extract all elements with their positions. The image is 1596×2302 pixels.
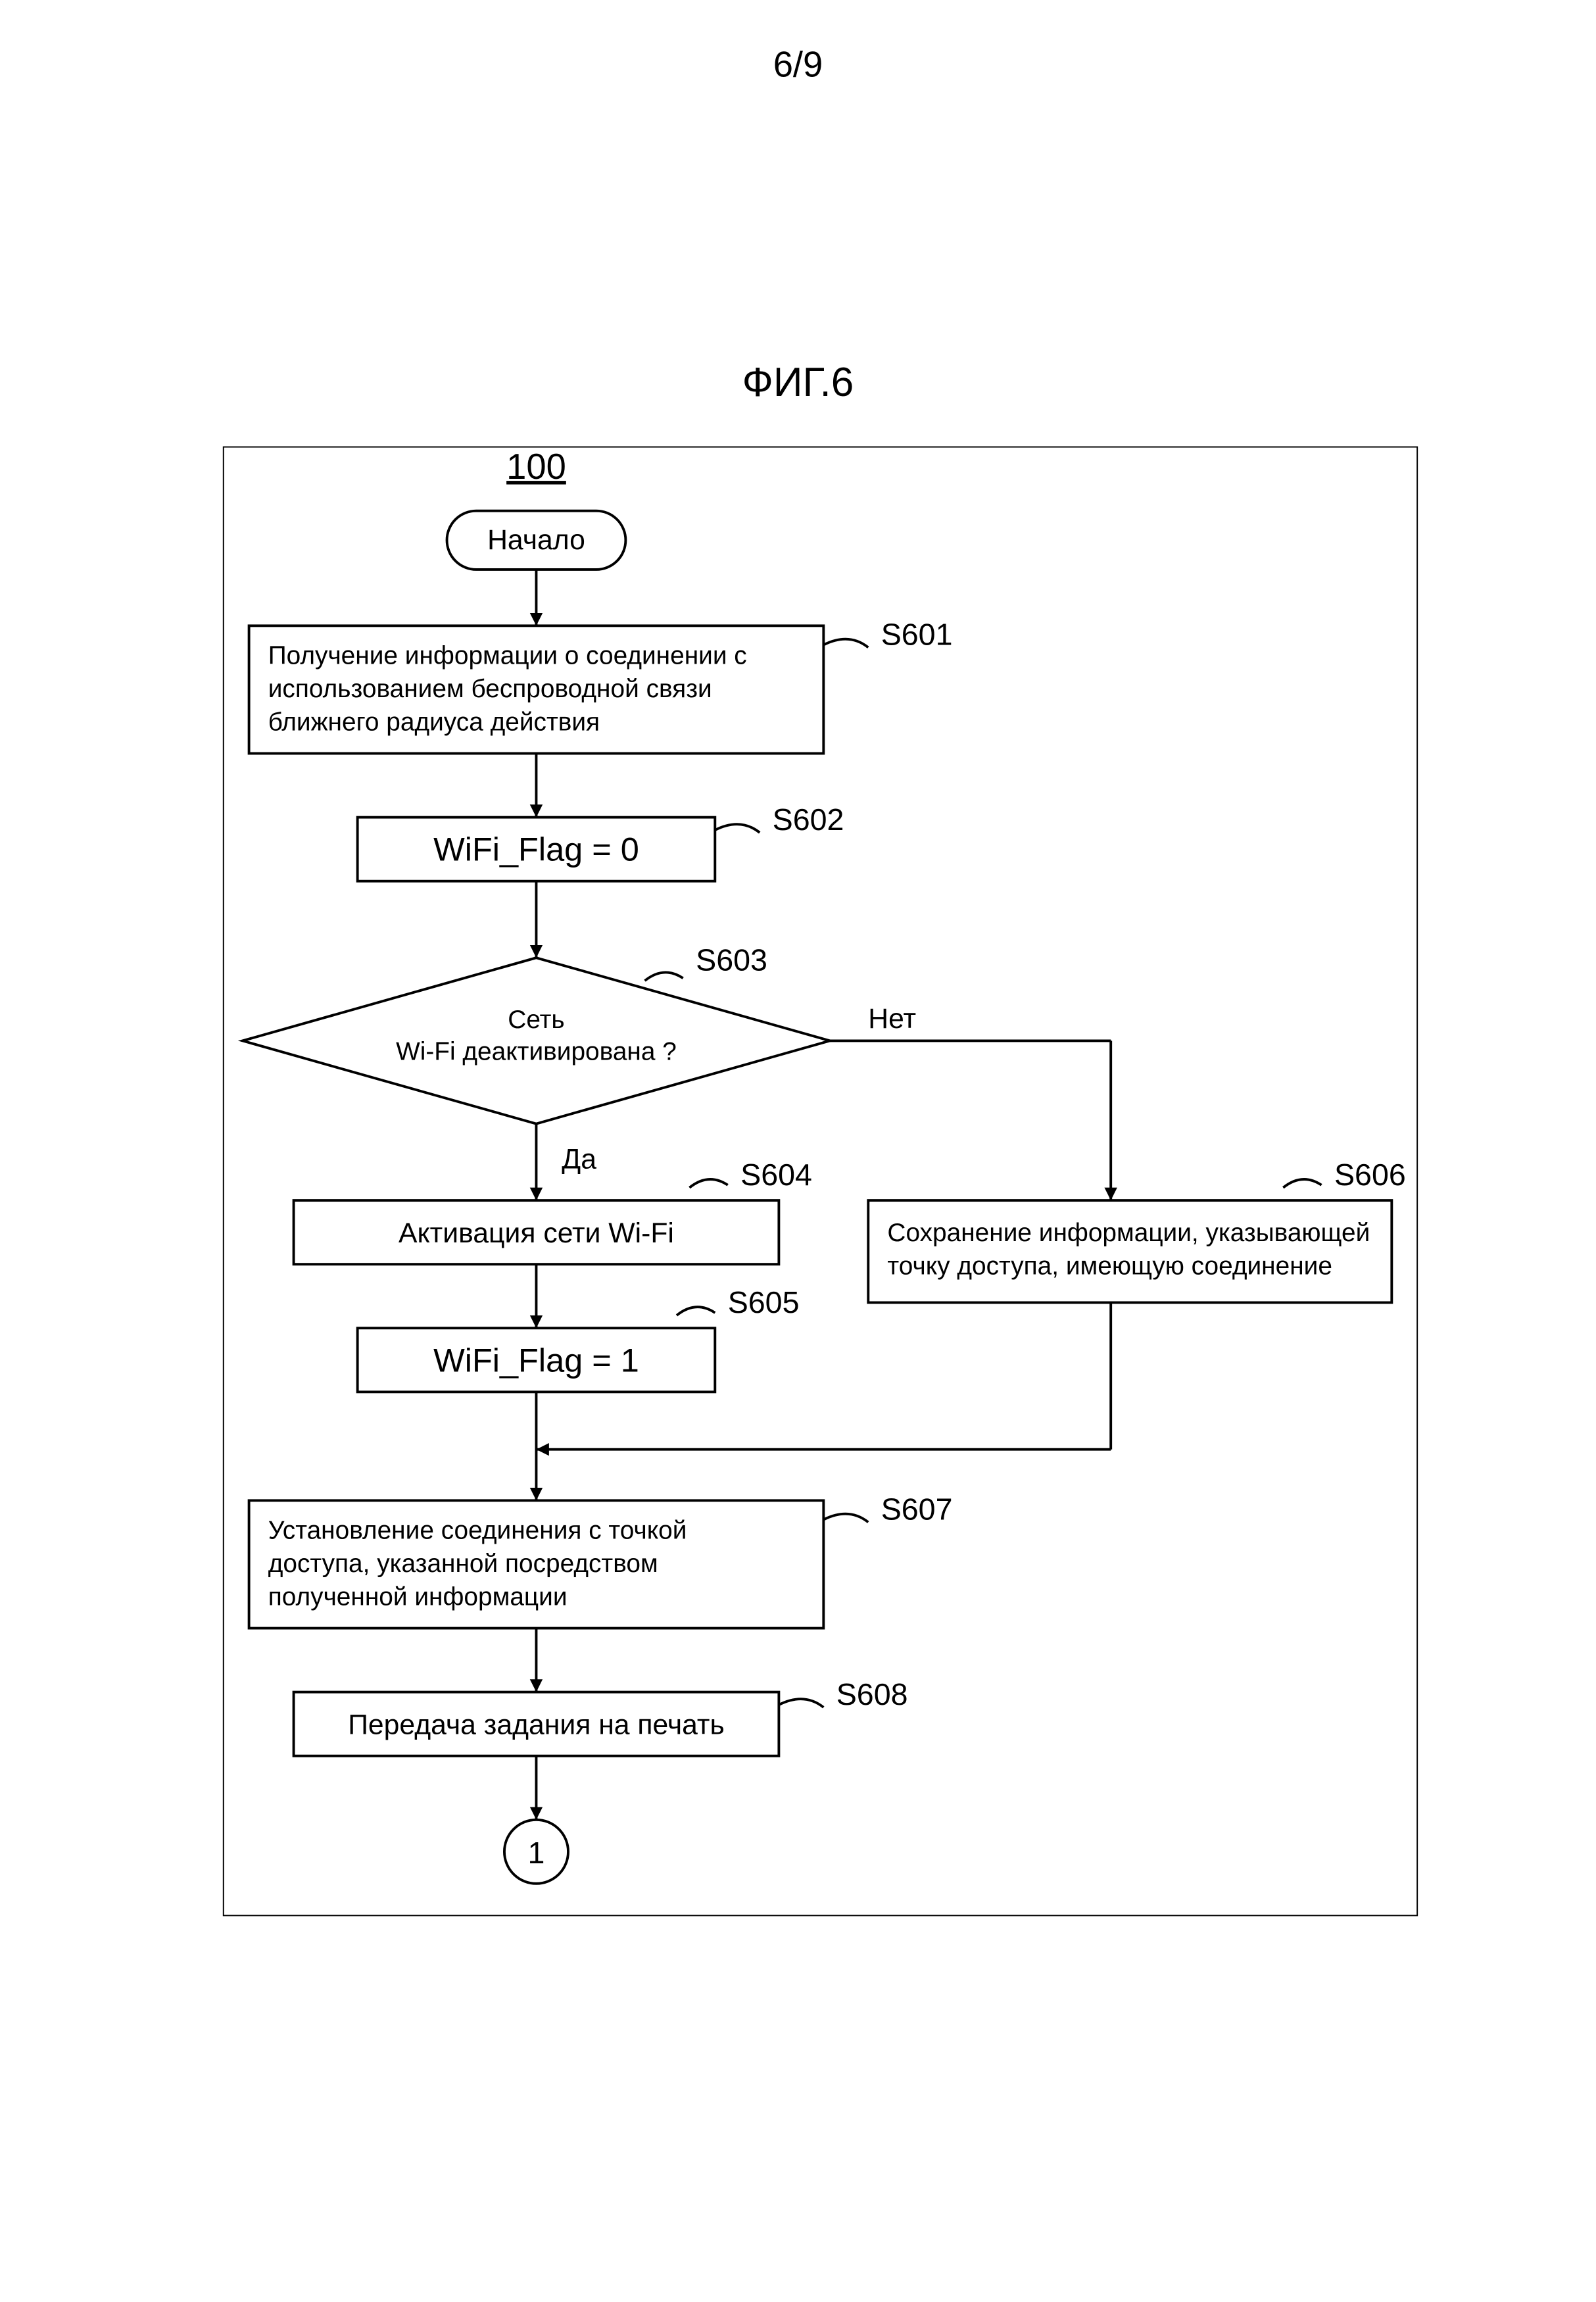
s605-text: WiFi_Flag = 1	[433, 1341, 639, 1379]
s606-node: Сохранение информации, указывающей точку…	[868, 1200, 1391, 1302]
s604-node: Активация сети Wi-Fi	[294, 1200, 779, 1264]
s607-line2: доступа, указанной посредством	[268, 1550, 658, 1578]
s606-code: S606	[1334, 1158, 1406, 1192]
s608-code: S608	[836, 1677, 908, 1711]
page-number: 6/9	[773, 44, 823, 84]
s601-line2: использованием беспроводной связи	[268, 675, 712, 703]
s607-node: Установление соединения с точкой доступа…	[249, 1500, 824, 1628]
s604-text: Активация сети Wi-Fi	[399, 1217, 674, 1249]
s605-code: S605	[728, 1285, 800, 1319]
s603-line1: Сеть	[508, 1006, 564, 1034]
s608-text: Передача задания на печать	[348, 1709, 725, 1741]
s608-node: Передача задания на печать	[294, 1692, 779, 1756]
connector-1: 1	[504, 1820, 568, 1884]
s601-line1: Получение информации о соединении с	[268, 642, 747, 670]
s601-node: Получение информации о соединении с испо…	[249, 625, 824, 753]
s602-code: S602	[773, 802, 844, 837]
start-node: Начало	[447, 511, 626, 570]
start-label: Начало	[487, 524, 585, 556]
s605-node: WiFi_Flag = 1	[358, 1328, 715, 1392]
s607-code: S607	[881, 1492, 953, 1527]
s606-line1: Сохранение информации, указывающей	[887, 1219, 1370, 1247]
s601-line3: ближнего радиуса действия	[268, 708, 600, 737]
s603-decision: Сеть Wi-Fi деактивирована ?	[243, 958, 830, 1123]
s607-line1: Установление соединения с точкой	[268, 1517, 687, 1545]
connector-label: 1	[528, 1836, 545, 1870]
s603-yes-label: Да	[562, 1144, 596, 1175]
s601-code: S601	[881, 618, 953, 652]
s603-no-label: Нет	[868, 1003, 916, 1035]
figure-title: ФИГ.6	[742, 360, 854, 405]
s606-line2: точку доступа, имеющую соединение	[887, 1252, 1332, 1281]
s602-node: WiFi_Flag = 0	[358, 818, 715, 881]
s607-line3: полученной информации	[268, 1583, 568, 1611]
s604-code: S604	[740, 1158, 812, 1192]
flowchart: 6/9 ФИГ.6 100 Начало Получение информаци…	[0, 0, 1596, 2299]
s602-text: WiFi_Flag = 0	[433, 831, 639, 868]
s603-code: S603	[696, 943, 767, 977]
reference-number: 100	[506, 447, 566, 487]
s603-line2: Wi-Fi деактивирована ?	[396, 1038, 677, 1066]
